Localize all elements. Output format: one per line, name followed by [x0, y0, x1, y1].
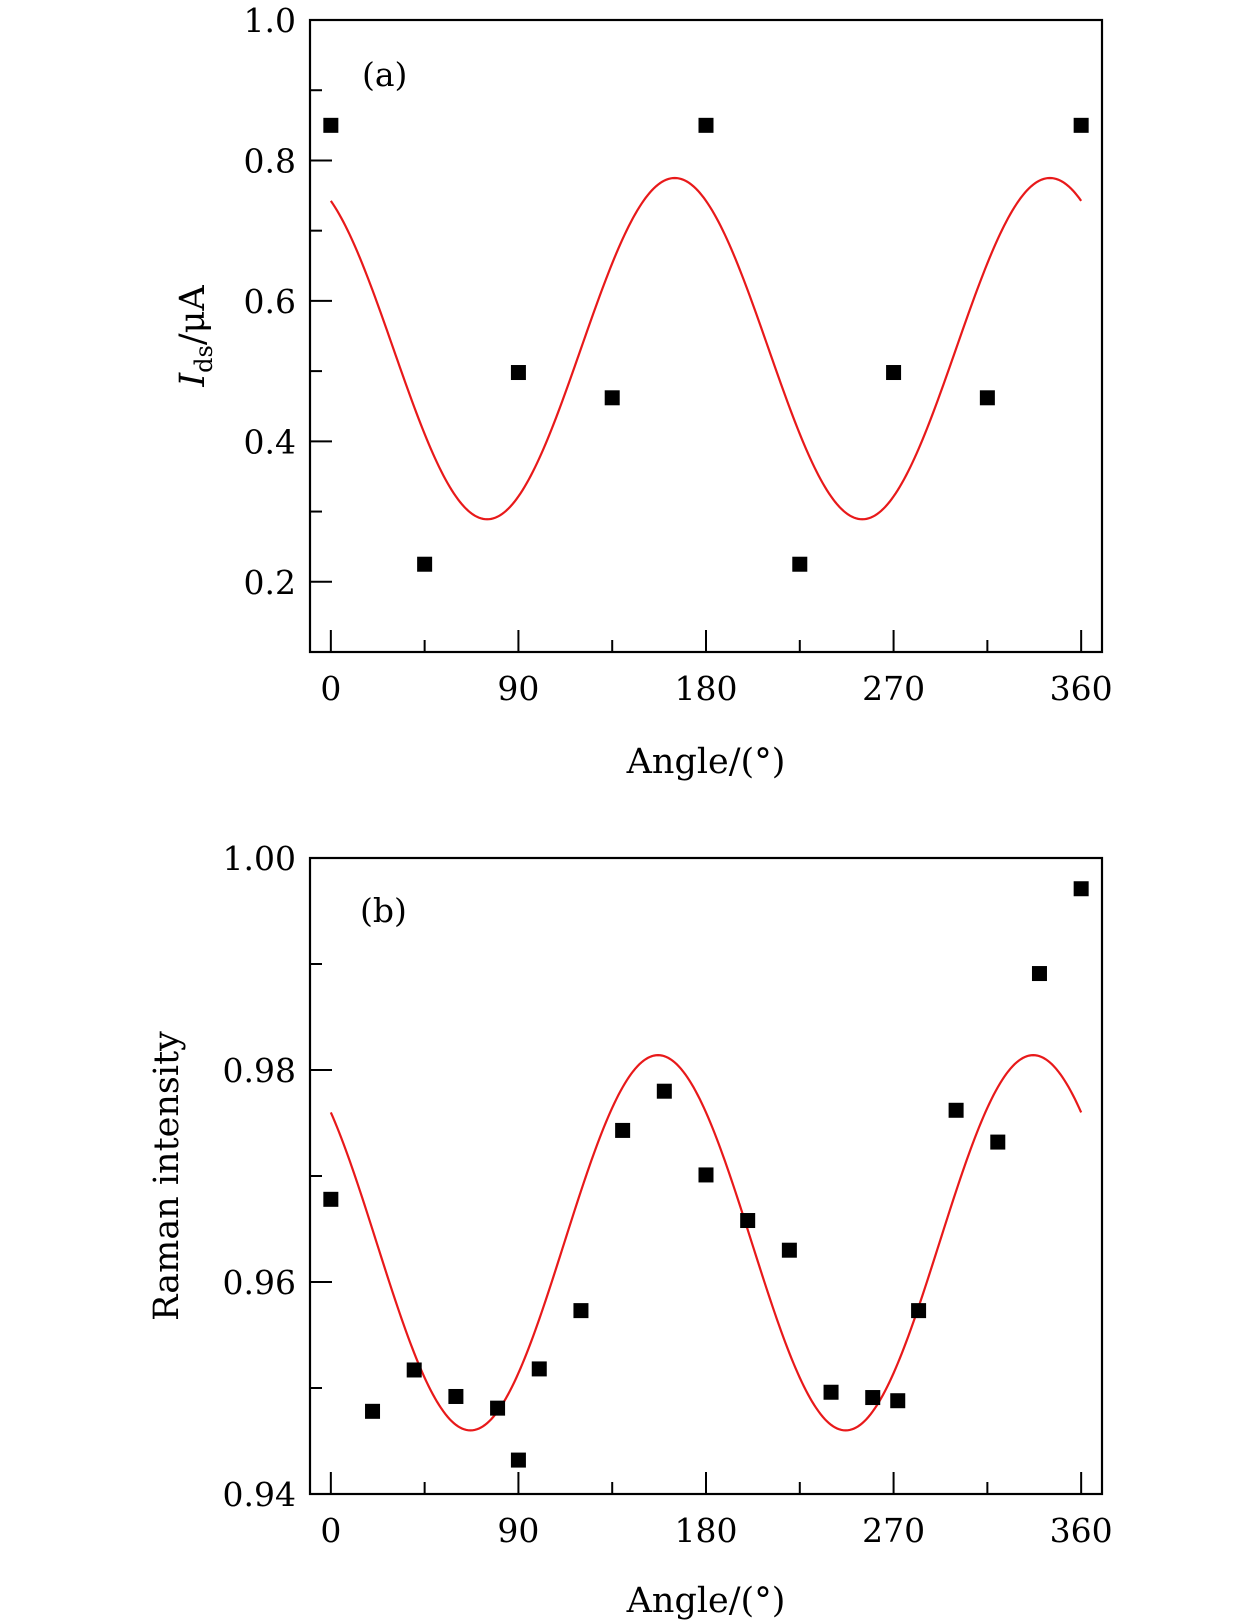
x-tick-label-b-1: 90	[497, 1511, 539, 1550]
y-tick-label-a-3: 0.8	[244, 141, 296, 180]
data-point-a-0	[323, 117, 339, 133]
data-point-a-6	[886, 365, 902, 381]
data-point-a-8	[1073, 117, 1089, 133]
x-tick-label-b-4: 360	[1050, 1511, 1113, 1550]
data-point-a-2	[510, 365, 526, 381]
x-tick-label-b-0: 0	[320, 1511, 341, 1550]
data-point-b-3	[448, 1388, 464, 1404]
data-point-a-1	[417, 556, 433, 572]
data-point-b-14	[865, 1390, 881, 1406]
x-axis-label-a: Angle/(°)	[626, 742, 786, 782]
data-point-b-13	[823, 1384, 839, 1400]
tick-group-b	[310, 857, 1083, 1495]
panel-label-b: (b)	[360, 891, 407, 930]
data-point-a-7	[979, 390, 995, 406]
chart-panel-a: 0 90 180 270 360 0.2 0.4 0.6 0.8 1.0 (a) Angle/(°…	[173, 1, 1113, 782]
data-point-b-15	[890, 1393, 906, 1409]
x-axis-label-b: Angle/(°)	[626, 1581, 786, 1621]
y-tick-label-a-0: 0.2	[244, 563, 296, 602]
data-points-a	[323, 117, 1089, 572]
data-point-a-4	[698, 117, 714, 133]
data-point-b-4	[490, 1400, 506, 1416]
chart-panel-b: 0 90 180 270 360 0.94 0.96 0.98 1.00 (b) Angle/(…	[147, 839, 1113, 1621]
x-tick-label-b-2: 180	[675, 1511, 738, 1550]
y-tick-label-b-2: 0.98	[223, 1051, 296, 1090]
data-point-b-12	[781, 1242, 797, 1258]
data-point-a-3	[604, 390, 620, 406]
data-point-b-9	[656, 1083, 672, 1099]
x-tick-label-a-2: 180	[675, 669, 738, 708]
x-tick-label-a-1: 90	[497, 669, 539, 708]
data-point-a-5	[792, 556, 808, 572]
x-tick-label-a-4: 360	[1050, 669, 1113, 708]
data-point-b-2	[406, 1362, 422, 1378]
data-point-b-17	[948, 1102, 964, 1118]
x-tick-label-a-0: 0	[320, 669, 341, 708]
data-point-b-0	[323, 1191, 339, 1207]
y-tick-label-a-2: 0.6	[244, 282, 296, 321]
data-point-b-1	[365, 1403, 381, 1419]
tick-group-a	[310, 19, 1083, 653]
y-tick-label-a-1: 0.4	[244, 422, 296, 461]
data-point-b-8	[615, 1122, 631, 1138]
data-point-b-7	[573, 1303, 589, 1319]
data-point-b-16	[911, 1303, 927, 1319]
tick-label-group-a: 0 90 180 270 360 0.2 0.4 0.6 0.8 1.0	[244, 1, 1113, 708]
y-axis-label-b: Raman intensity	[147, 1031, 187, 1321]
y-axis-label-a-sub: ds	[190, 345, 218, 373]
y-axis-label-a-main: I	[173, 372, 213, 388]
data-point-b-20	[1073, 881, 1089, 897]
data-point-b-11	[740, 1213, 756, 1229]
y-axis-label-a: Ids/μA	[173, 285, 218, 388]
y-tick-label-b-1: 0.96	[223, 1263, 296, 1302]
y-tick-label-b-3: 1.00	[223, 839, 296, 878]
panel-label-a: (a)	[362, 55, 407, 94]
fit-curve-a	[329, 176, 1083, 521]
data-points-b	[323, 881, 1089, 1468]
data-point-b-5	[510, 1452, 526, 1468]
data-point-b-19	[1031, 966, 1047, 982]
data-point-b-18	[990, 1134, 1006, 1150]
tick-label-group-b: 0 90 180 270 360 0.94 0.96 0.98 1.00	[223, 839, 1113, 1550]
y-tick-label-b-0: 0.94	[223, 1475, 296, 1514]
x-tick-label-b-3: 270	[862, 1511, 925, 1550]
fit-curve-b	[329, 1054, 1083, 1432]
data-point-b-6	[531, 1361, 547, 1377]
y-tick-label-a-4: 1.0	[244, 1, 296, 40]
x-tick-label-a-3: 270	[862, 669, 925, 708]
y-axis-label-a-rest: /μA	[173, 285, 213, 346]
data-point-b-10	[698, 1167, 714, 1183]
